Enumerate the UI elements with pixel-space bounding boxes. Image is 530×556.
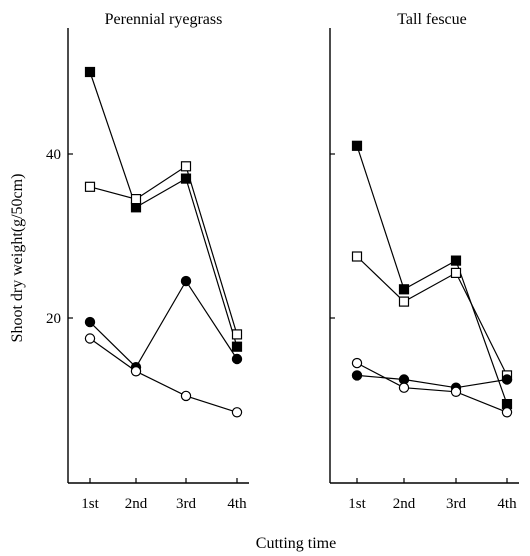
x-axis-label: Cutting time [256, 535, 336, 552]
data-point-open-square [398, 296, 410, 307]
x-tick-label: 4th [227, 496, 247, 512]
series-line [89, 279, 238, 369]
data-point-open-circle [180, 390, 192, 402]
data-point-open-square [231, 329, 243, 340]
x-tick-label: 3rd [446, 496, 466, 512]
series-line [356, 145, 508, 405]
data-point-open-square [351, 251, 363, 262]
data-point-filled-square [231, 341, 243, 352]
data-point-filled-square [180, 173, 192, 184]
data-point-open-circle [84, 333, 96, 344]
data-point-open-square [84, 181, 96, 192]
data-point-open-circle [231, 407, 243, 418]
panel-title: Tall fescue [397, 11, 467, 28]
data-point-open-square [180, 161, 192, 172]
series-line [356, 374, 508, 389]
data-point-filled-circle [180, 275, 192, 287]
data-point-filled-circle [231, 353, 243, 365]
x-tick-label: 2nd [393, 496, 416, 512]
x-tick-label: 4th [497, 496, 517, 512]
x-tick-label: 1st [81, 496, 99, 512]
data-point-open-circle [351, 357, 363, 369]
y-tick-label: 20 [46, 311, 61, 327]
panel-perennial-ryegrass: Perennial ryegrass 20 40 1st 2nd 3rd 4th [46, 11, 249, 512]
series-line [89, 165, 238, 335]
x-tick-label: 1st [348, 496, 366, 512]
data-point-filled-square [450, 255, 462, 266]
data-point-filled-circle [351, 370, 363, 381]
series-line [89, 338, 238, 413]
series-line [356, 256, 508, 376]
data-point-filled-square [84, 66, 96, 78]
y-tick-label: 40 [46, 147, 61, 163]
panel-tall-fescue: Tall fescue 1st 2nd 3rd 4th [329, 11, 519, 512]
data-point-filled-square [398, 284, 410, 295]
data-point-open-circle [130, 366, 142, 377]
x-tick-label: 2nd [125, 496, 148, 512]
data-point-open-circle [450, 386, 462, 397]
data-point-filled-square [351, 140, 363, 151]
data-point-open-circle [501, 407, 513, 418]
data-point-filled-circle [84, 316, 96, 328]
panel-title: Perennial ryegrass [105, 11, 223, 28]
x-tick-label: 3rd [176, 496, 196, 512]
series-line [356, 362, 508, 413]
data-point-open-square [450, 267, 462, 278]
series-line [89, 71, 238, 347]
y-axis-label: Shoot dry weight(g/50cm) [9, 174, 26, 343]
data-point-filled-circle [501, 374, 513, 385]
data-point-open-square [130, 194, 142, 205]
data-point-open-circle [398, 382, 410, 393]
